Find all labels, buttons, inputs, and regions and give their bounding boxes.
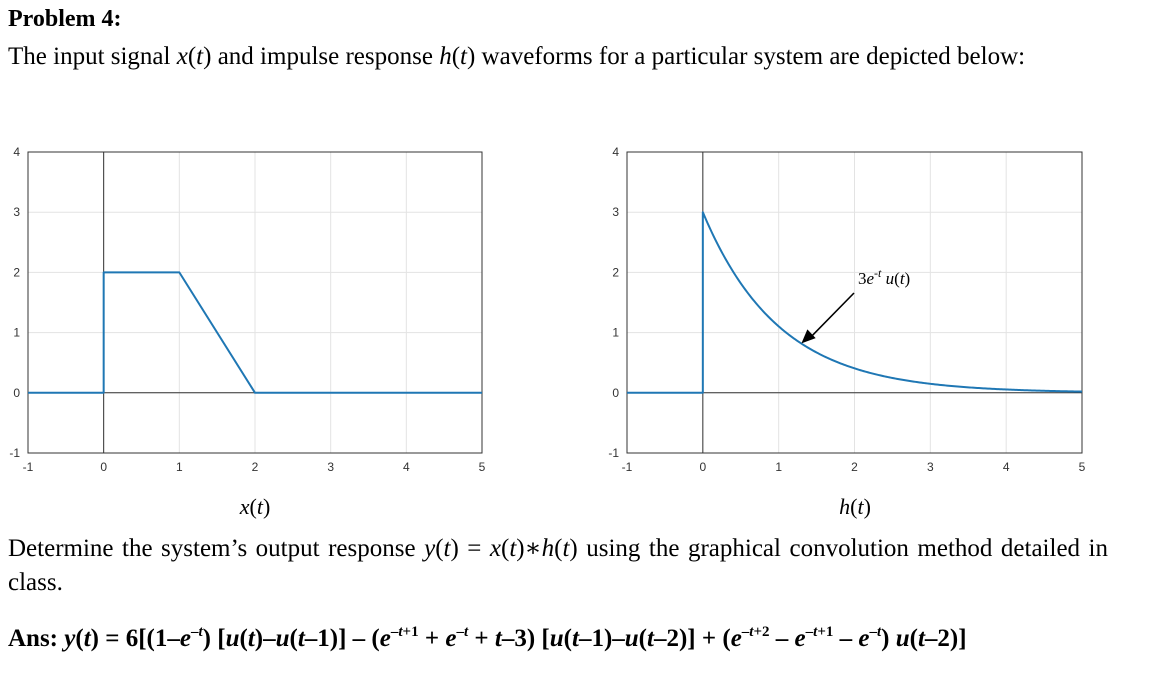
- x-tick-label: 1: [775, 460, 782, 474]
- y-tick-label: 2: [13, 265, 20, 279]
- y-tick-label: 0: [13, 386, 20, 400]
- y-tick-label: 1: [13, 326, 20, 340]
- x-tick-label: 4: [403, 460, 410, 474]
- h-plot: -1 0 1 2 3 4 5 -1 0 1 2 3 4 3e-t u(t) h(t): [608, 145, 1085, 519]
- x-plot: -1 0 1 2 3 4 5 -1 0 1 2 3 4 x(t): [9, 145, 485, 519]
- annotation-arrowhead: [801, 329, 816, 344]
- x-tick-label: -1: [23, 460, 34, 474]
- x-tick-label: 3: [927, 460, 934, 474]
- y-tick-label: -1: [608, 446, 619, 460]
- y-tick-label: 0: [612, 386, 619, 400]
- x-tick-label: 4: [1003, 460, 1010, 474]
- y-tick-label: 4: [612, 145, 619, 159]
- y-tick-label: 1: [612, 326, 619, 340]
- plot-caption: h(t): [839, 494, 871, 519]
- annotation-label: 3e-t u(t): [858, 266, 910, 288]
- x-tick-label: 5: [1079, 460, 1086, 474]
- y-tick-label: -1: [9, 446, 20, 460]
- annotation-arrow-shaft: [810, 292, 855, 337]
- x-tick-label: -1: [622, 460, 633, 474]
- x-tick-label: 0: [699, 460, 706, 474]
- problem-intro: The input signal x(t) and impulse respon…: [8, 43, 1026, 70]
- series-line: [28, 271, 482, 394]
- y-tick-label: 3: [612, 205, 619, 219]
- y-tick-label: 2: [612, 265, 619, 279]
- plot-frame: [27, 151, 483, 454]
- plots-area: -1 0 1 2 3 4 5 -1 0 1 2 3 4 x(t) -1 0 1 2 3 4 5 -1 0 1 2 3 4 3e-t …: [9, 145, 1085, 519]
- answer-line: Ans: y(t) = 6[(1–e–t) [u(t)–u(t–1)] – (e…: [8, 624, 967, 653]
- x-tick-label: 2: [851, 460, 858, 474]
- series-line: [627, 211, 1083, 394]
- problem-title: Problem 4:: [8, 6, 122, 32]
- x-tick-label: 2: [252, 460, 259, 474]
- x-tick-label: 3: [327, 460, 334, 474]
- y-tick-label: 4: [13, 145, 20, 159]
- plot-frame: [626, 151, 1083, 454]
- x-tick-label: 0: [100, 460, 107, 474]
- plot-caption: x(t): [239, 494, 271, 519]
- y-tick-label: 3: [13, 205, 20, 219]
- x-tick-label: 5: [479, 460, 486, 474]
- problem-question: Determine the system’s output response y…: [8, 535, 1108, 596]
- x-tick-label: 1: [176, 460, 183, 474]
